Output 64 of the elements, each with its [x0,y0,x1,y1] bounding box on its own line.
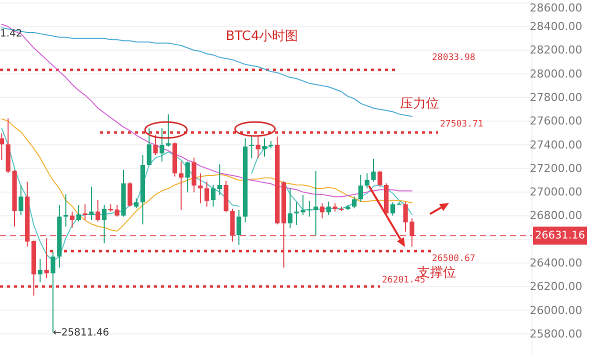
candlestick [82,204,88,220]
annotation: 压力位 [400,96,439,112]
candlestick [50,251,56,334]
candlestick [76,204,81,222]
line-series [1,27,412,117]
candlestick [178,161,184,210]
candlestick [217,164,222,196]
candlestick [192,157,196,193]
candlestick [268,140,274,149]
y-tick-label: 28200.00 [530,44,582,57]
candlestick [18,184,24,216]
ref-line-label: 27503.71 [440,120,484,130]
text: BTC4小时图 [226,29,298,44]
candlestick [128,182,132,208]
candlestick [114,204,120,218]
candlestick [326,201,331,216]
y-tick-label: 26200.00 [530,280,582,294]
y-tick-label: 26400.00 [530,256,582,270]
candlestick [371,158,376,182]
y-tick-label: 27000.00 [530,186,582,199]
candlestick [378,170,382,188]
ref-line-label: 26201.45 [382,275,426,286]
candlestick [153,134,158,156]
candlestick [64,194,68,228]
candlestick [96,199,100,222]
y-tick-label: 28000.00 [530,67,582,80]
candlestick [185,161,190,193]
candlestick [352,196,357,209]
annotation: ←25811.46 [53,328,110,338]
candlestick [313,170,318,236]
candlestick [364,172,370,189]
ref-line-label: 28033.98 [432,52,476,63]
y-tick-label: 26000.00 [530,304,582,317]
candlestick [102,204,107,244]
y-tick-label: 26800.00 [530,209,582,222]
y-tick-label: 28400.00 [530,20,582,34]
annotation: 1.42 [0,28,22,40]
candlestick [358,174,363,202]
candlestick [204,181,210,208]
candlestick [249,136,254,159]
candlestick [390,202,396,216]
candlestick [198,172,203,204]
candlestick [236,209,242,246]
y-tick-label: 27200.00 [530,162,582,175]
candlestick [320,202,324,219]
y-tick-label: 25800.00 [530,327,582,340]
y-tick-label: 27600.00 [530,114,582,128]
candlestick [0,132,4,160]
y-tick-label: 27800.00 [530,91,582,104]
line-series [1,118,412,232]
candlestick [44,238,49,279]
candlestick [70,211,75,228]
candlestick [134,198,139,209]
y-tick-label: 27400.00 [530,138,582,152]
y-tick-label: 28600.00 [530,2,582,14]
candlestick [38,258,42,283]
candlestick [256,136,260,159]
candlestick [146,128,152,166]
candlestick [288,188,292,229]
candlestick [262,138,267,158]
ref-line-label: 26500.67 [432,254,476,264]
ref-line-label: 26631.16 [534,230,586,242]
candlestick [89,186,94,220]
candlestick [210,184,216,208]
